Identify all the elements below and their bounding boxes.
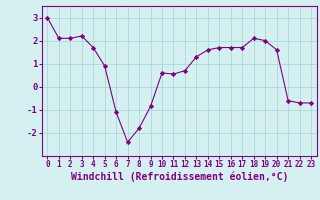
X-axis label: Windchill (Refroidissement éolien,°C): Windchill (Refroidissement éolien,°C) bbox=[70, 172, 288, 182]
